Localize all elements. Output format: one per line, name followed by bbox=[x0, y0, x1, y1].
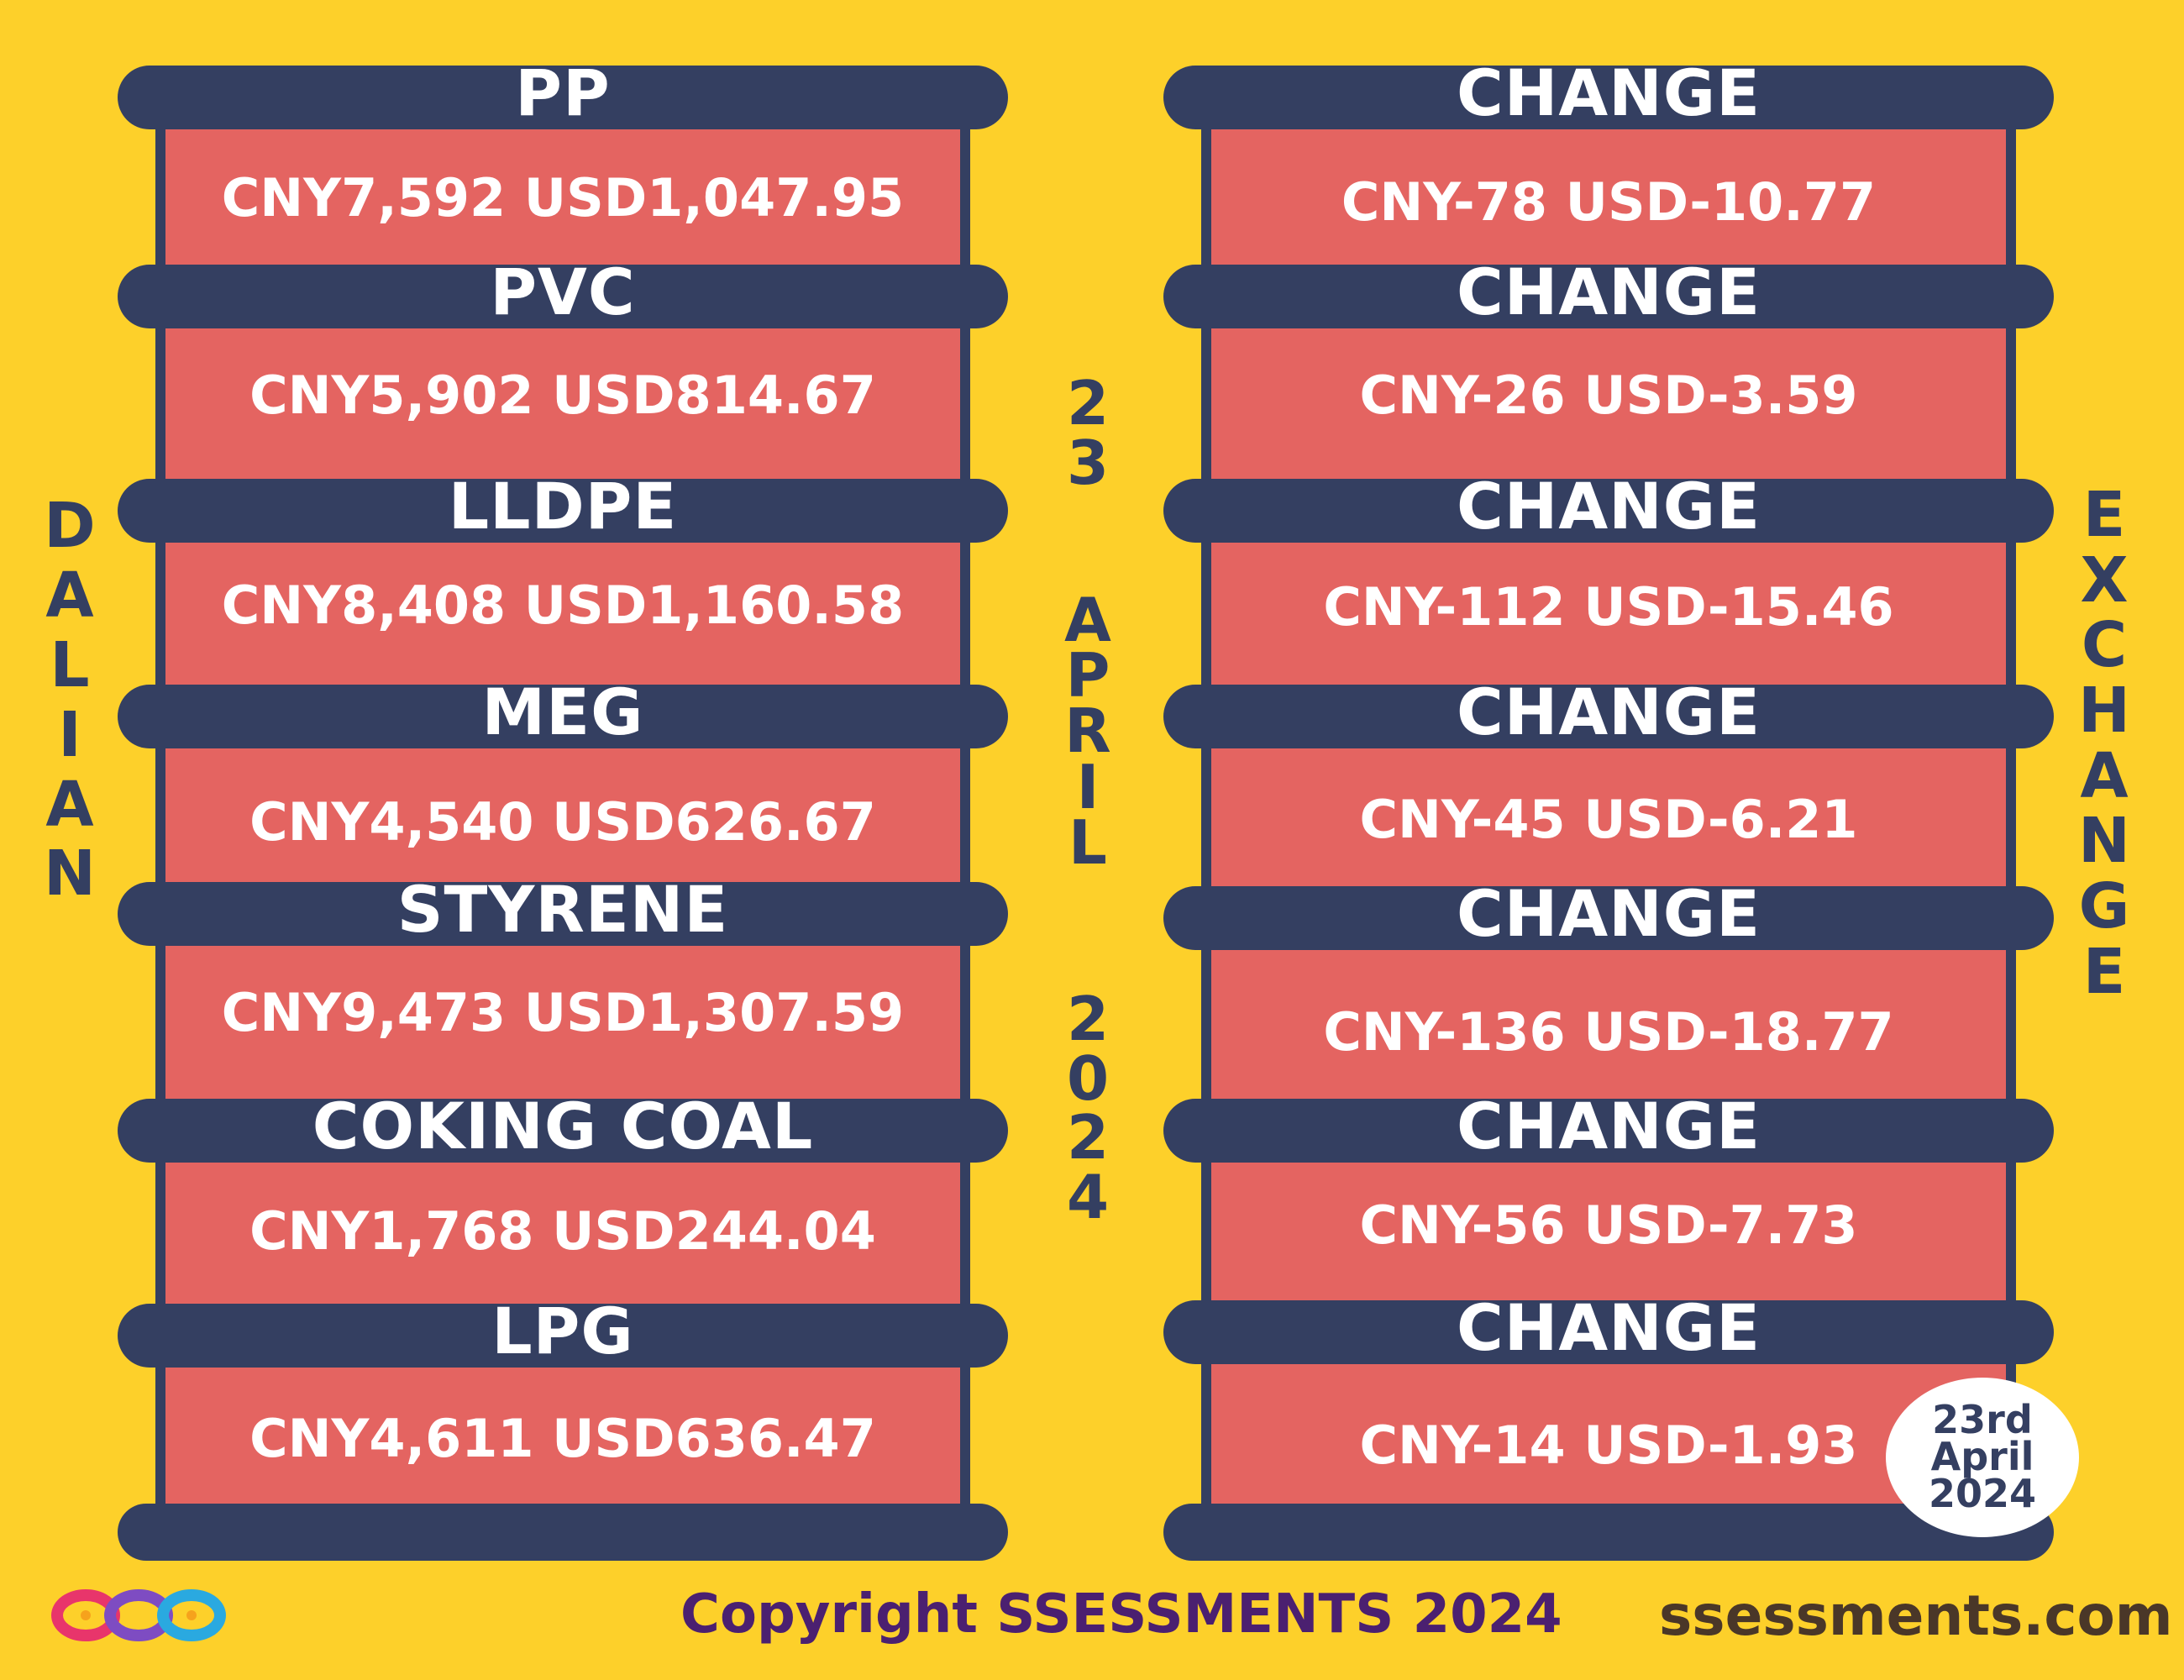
commodity-price: CNY4,540 USD626.67 bbox=[249, 791, 876, 853]
commodity-price: CNY1,768 USD244.04 bbox=[249, 1200, 876, 1262]
bottom-bar bbox=[1163, 1504, 2054, 1561]
dalian-letter: L bbox=[50, 628, 90, 701]
commodity-price: CNY8,408 USD1,160.58 bbox=[221, 575, 905, 636]
change-bar: CHANGE bbox=[1163, 1095, 2054, 1163]
commodity-price: CNY5,902 USD814.67 bbox=[249, 365, 876, 426]
commodity-bar: COKING COAL bbox=[118, 1095, 1008, 1163]
date-year-char: 2 bbox=[1066, 984, 1110, 1054]
exchange-letter: E bbox=[2082, 479, 2126, 551]
ssessments-infinity-logo-icon bbox=[51, 1589, 226, 1641]
change-label: CHANGE bbox=[1456, 876, 1761, 951]
date-month-char: I bbox=[1076, 751, 1100, 822]
date-month-char: P bbox=[1065, 640, 1110, 711]
date-year-char: 2 bbox=[1066, 1102, 1110, 1173]
commodity-name: PVC bbox=[490, 255, 636, 329]
change-label: CHANGE bbox=[1456, 1290, 1761, 1365]
commodity-name: MEG bbox=[481, 675, 644, 749]
change-value: CNY-112 USD-15.46 bbox=[1323, 576, 1894, 638]
changes-panel bbox=[1201, 92, 2016, 1520]
bottom-bar bbox=[118, 1504, 1008, 1561]
exchange-letter: N bbox=[2078, 805, 2130, 878]
exchange-letter: C bbox=[2081, 609, 2128, 682]
commodity-price: CNY7,592 USD1,047.95 bbox=[221, 167, 905, 228]
date-month-char: A bbox=[1064, 585, 1111, 655]
change-value: CNY-78 USD-10.77 bbox=[1341, 171, 1877, 233]
change-bar: CHANGE bbox=[1163, 260, 2054, 328]
date-day-char: 3 bbox=[1066, 427, 1110, 498]
dalian-letter: A bbox=[45, 768, 94, 841]
exchange-letter: E bbox=[2082, 935, 2126, 1008]
change-label: CHANGE bbox=[1456, 675, 1761, 749]
change-bar: CHANGE bbox=[1163, 475, 2054, 543]
change-value: CNY-56 USD-7.73 bbox=[1359, 1194, 1858, 1256]
commodity-name: COKING COAL bbox=[312, 1089, 814, 1163]
date-year-char: 4 bbox=[1066, 1161, 1110, 1232]
change-value: CNY-136 USD-18.77 bbox=[1323, 1001, 1894, 1063]
exchange-letter: A bbox=[2080, 739, 2129, 812]
date-month-char: R bbox=[1064, 696, 1111, 767]
exchange-letter: G bbox=[2078, 870, 2130, 943]
commodity-name: LPG bbox=[491, 1294, 634, 1368]
date-badge-year: 2024 bbox=[1928, 1470, 2037, 1516]
change-label: CHANGE bbox=[1456, 255, 1761, 329]
date-year-char: 0 bbox=[1066, 1042, 1110, 1114]
exchange-letter: H bbox=[2078, 675, 2130, 748]
change-label: CHANGE bbox=[1456, 1089, 1761, 1163]
commodity-bar: MEG bbox=[118, 680, 1008, 748]
prices-panel bbox=[155, 92, 970, 1520]
date-badge-month: April bbox=[1930, 1434, 2034, 1480]
date-month-char: L bbox=[1068, 806, 1107, 878]
date-badge-day: 23rd bbox=[1932, 1397, 2033, 1443]
change-value: CNY-45 USD-6.21 bbox=[1359, 789, 1858, 850]
commodity-bar: PVC bbox=[118, 260, 1008, 328]
date-day-char: 2 bbox=[1066, 368, 1110, 438]
website-link[interactable]: ssessments.com bbox=[1659, 1583, 2173, 1648]
change-bar: CHANGE bbox=[1163, 1296, 2054, 1364]
commodity-price: CNY4,611 USD636.47 bbox=[249, 1408, 876, 1469]
change-bar: CHANGE bbox=[1163, 61, 2054, 129]
change-value: CNY-26 USD-3.59 bbox=[1359, 365, 1858, 426]
commodity-name: LLDPE bbox=[448, 469, 678, 543]
exchange-letter: X bbox=[2080, 543, 2129, 617]
commodity-price: CNY9,473 USD1,307.59 bbox=[221, 982, 905, 1043]
change-value: CNY-14 USD-1.93 bbox=[1359, 1415, 1858, 1476]
commodity-bar: STYRENE bbox=[118, 878, 1008, 946]
dalian-letter: D bbox=[44, 490, 96, 562]
date-badge: 23rd April 2024 bbox=[1886, 1378, 2079, 1537]
copyright-text: Copyright SSESSMENTS 2024 bbox=[680, 1583, 1562, 1646]
commodity-bar: PP bbox=[118, 61, 1008, 129]
change-bar: CHANGE bbox=[1163, 882, 2054, 950]
commodity-name: STYRENE bbox=[396, 872, 729, 947]
change-bar: CHANGE bbox=[1163, 680, 2054, 748]
dalian-letter: I bbox=[58, 698, 81, 771]
change-label: CHANGE bbox=[1456, 55, 1761, 130]
commodity-bar: LLDPE bbox=[118, 475, 1008, 543]
commodity-name: PP bbox=[515, 55, 611, 130]
dalian-letter: A bbox=[45, 559, 94, 632]
dalian-letter: N bbox=[44, 837, 96, 911]
change-label: CHANGE bbox=[1456, 469, 1761, 543]
commodity-bar: LPG bbox=[118, 1299, 1008, 1368]
